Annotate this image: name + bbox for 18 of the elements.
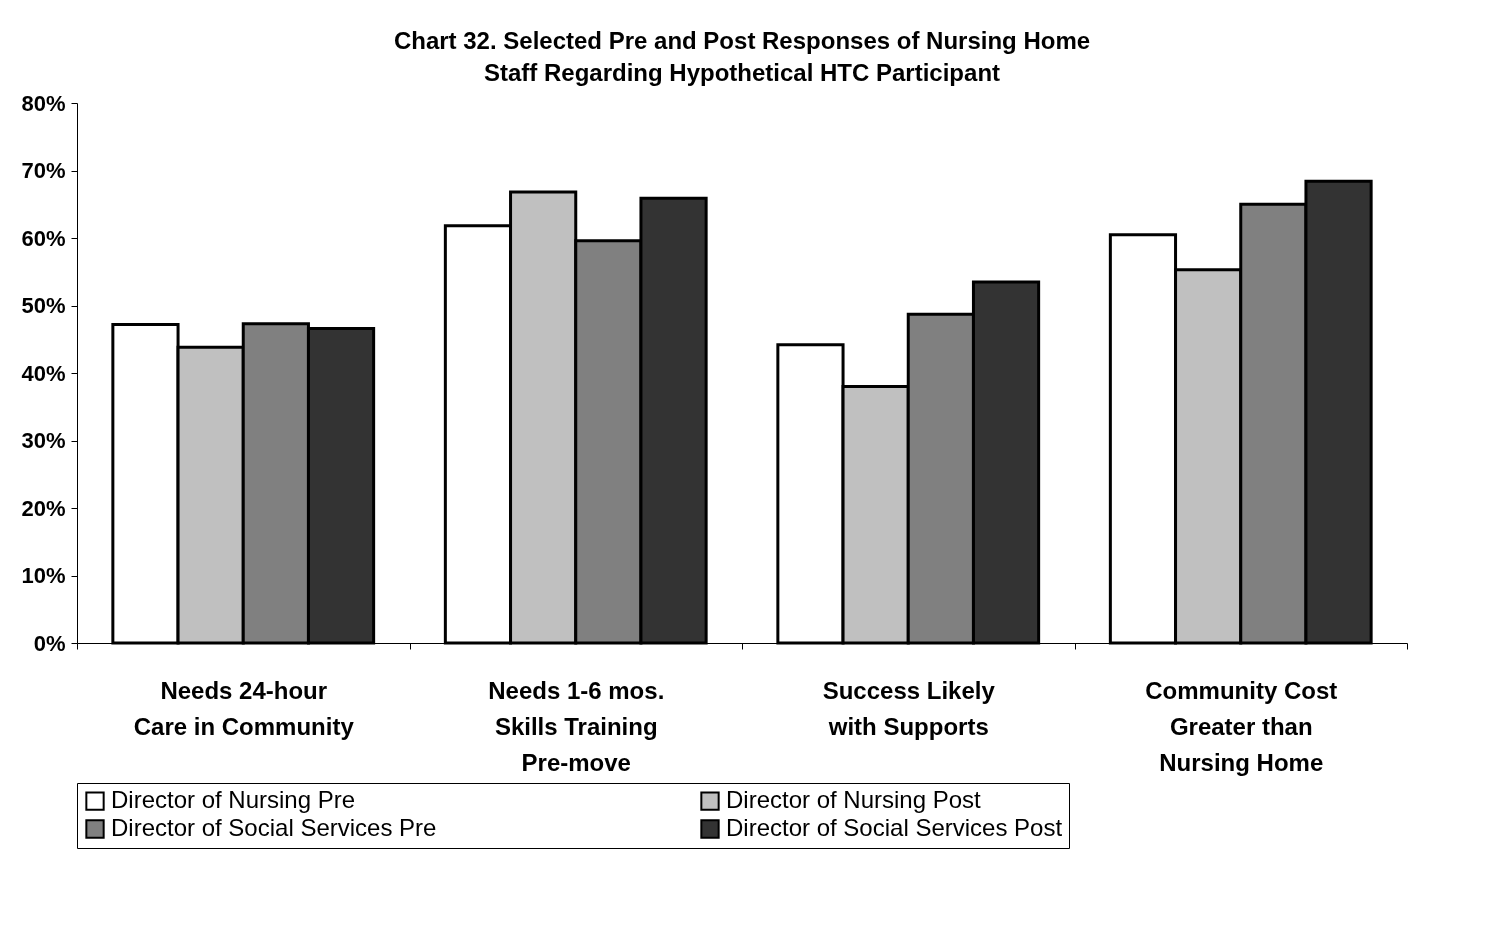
x-tick-label: Community Cost Greater than Nursing Home <box>1145 676 1338 776</box>
x-tick-label: Needs 24-hour Care in Community <box>133 676 355 740</box>
y-tick-label: 80% <box>21 90 66 116</box>
x-tick-label: Success Likely with Supports <box>822 676 996 740</box>
chart-title: Chart 32. Selected Pre and Post Responses of Nursing Home Staff Regarding Hypothetical HTC Participant <box>393 27 1091 86</box>
y-tick-label: 20% <box>21 495 66 521</box>
legend-label: Director of Social Services Pre <box>111 814 437 841</box>
legend-label: Director of Nursing Pre <box>111 786 356 814</box>
y-tick-label: 0% <box>33 630 66 656</box>
y-tick-label: 70% <box>21 158 66 183</box>
x-tick-label: Needs 1-6 mos. Skills Training Pre-move <box>488 676 665 776</box>
y-tick-label: 40% <box>21 360 66 386</box>
y-tick-label: 60% <box>21 225 66 251</box>
y-tick-label: 10% <box>21 563 66 588</box>
y-tick-label: 30% <box>21 428 66 453</box>
legend-label: Director of Social Services Post <box>726 814 1063 841</box>
legend-label: Director of Nursing Post <box>726 786 982 814</box>
y-tick-label: 50% <box>21 293 66 318</box>
